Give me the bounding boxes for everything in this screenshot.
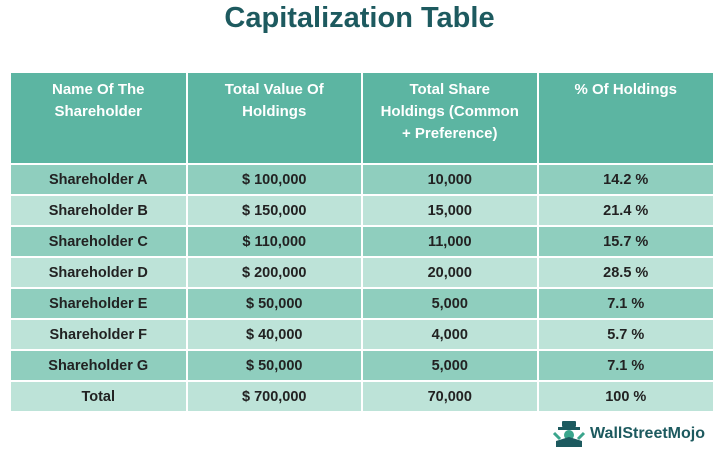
header-cell: Total Value Of Holdings: [186, 73, 363, 165]
table-cell: $ 700,000: [186, 381, 363, 413]
table-cell: 14.2 %: [537, 164, 713, 196]
title: Capitalization Table: [224, 2, 495, 34]
table-cell: Shareholder F: [11, 319, 188, 351]
table-row: Shareholder A $ 100,000 10,000 14.2 %: [11, 164, 713, 196]
table-cell: 5,000: [362, 288, 539, 320]
header-cell: % Of Holdings: [537, 73, 713, 165]
table-cell: 7.1 %: [537, 350, 713, 382]
logo: WallStreetMojo: [552, 419, 705, 449]
table-row: Shareholder F $ 40,000 4,000 5.7 %: [11, 319, 713, 351]
table-cell: Shareholder E: [11, 288, 188, 320]
table-cell: 21.4 %: [537, 195, 713, 227]
table-cell: Shareholder C: [11, 226, 188, 258]
table-cell: 70,000: [362, 381, 539, 413]
table-cell: $ 50,000: [186, 350, 363, 382]
table-cell: $ 200,000: [186, 257, 363, 289]
table-cell: 28.5 %: [537, 257, 713, 289]
logo-icon: [552, 421, 586, 447]
table-cell: 10,000: [362, 164, 539, 196]
table-cell: $ 100,000: [186, 164, 363, 196]
table-row: Total $ 700,000 70,000 100 %: [11, 381, 713, 413]
header-cell: Total Share Holdings (Common + Preferenc…: [362, 73, 539, 165]
table-body: Shareholder A $ 100,000 10,000 14.2 % Shareh…: [11, 164, 713, 413]
table-row: Shareholder B $ 150,000 15,000 21.4 %: [11, 195, 713, 227]
table-row: Shareholder G $ 50,000 5,000 7.1 %: [11, 350, 713, 382]
table-cell: $ 50,000: [186, 288, 363, 320]
table-cell: 7.1 %: [537, 288, 713, 320]
table-cell: $ 40,000: [186, 319, 363, 351]
table-cell: 15.7 %: [537, 226, 713, 258]
table-row: Shareholder C $ 110,000 11,000 15.7 %: [11, 226, 713, 258]
cap-table: Name Of The Shareholder Total Value Of Ho…: [11, 73, 713, 413]
table-cell: 4,000: [362, 319, 539, 351]
table-row: Shareholder D $ 200,000 20,000 28.5 %: [11, 257, 713, 289]
table-cell: 100 %: [537, 381, 713, 413]
table-cell: Shareholder B: [11, 195, 188, 227]
header-row: Name Of The Shareholder Total Value Of Ho…: [11, 73, 713, 165]
table-cell: Shareholder A: [11, 164, 188, 196]
table-cell: 5,000: [362, 350, 539, 382]
table-cell: 5.7 %: [537, 319, 713, 351]
table-cell: $ 110,000: [186, 226, 363, 258]
table-cell: Shareholder G: [11, 350, 188, 382]
table-row: Shareholder E $ 50,000 5,000 7.1 %: [11, 288, 713, 320]
table-cell: 15,000: [362, 195, 539, 227]
table-cell: Shareholder D: [11, 257, 188, 289]
table-cell: $ 150,000: [186, 195, 363, 227]
table-cell: 11,000: [362, 226, 539, 258]
header-cell: Name Of The Shareholder: [11, 73, 188, 165]
table-cell: Total: [11, 381, 188, 413]
table-cell: 20,000: [362, 257, 539, 289]
brand: WallStreetMojo: [590, 425, 705, 442]
